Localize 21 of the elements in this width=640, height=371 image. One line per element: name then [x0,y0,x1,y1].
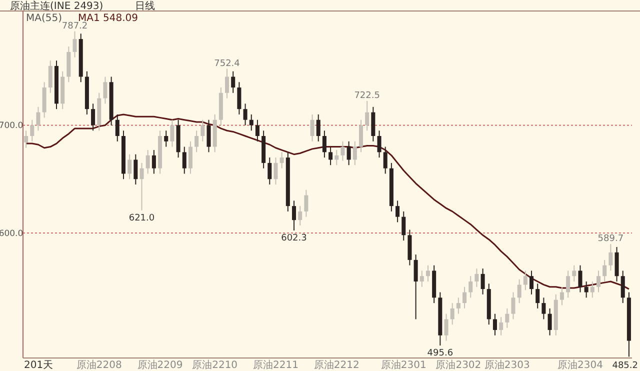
x-tick-label: 原油2209 [137,359,183,371]
x-tick-label: 原油2303 [484,359,530,371]
annotation: 722.5 [354,90,380,101]
annotation: 621.0 [128,213,155,224]
x-tick-label: 原油2210 [192,359,238,371]
annotation: 495.6 [427,348,454,358]
annotation: 787.2 [62,21,88,32]
annotation: 752.4 [214,58,240,69]
x-tick-label: 原油2302 [436,359,482,371]
text: 201天 [24,360,54,371]
x-tick-label: 原油2212 [314,359,360,371]
text: 485.2 [612,361,638,371]
x-tick-label: 原油2304 [558,359,603,371]
chart-subtitle: 日线 [135,0,155,12]
annotation: 589.7 [598,234,624,244]
x-tick-label: 原油2301 [380,359,426,371]
annotation: 602.3 [281,234,307,244]
x-tick-label: 原油2208 [76,359,122,371]
x-tick-label: 原油2211 [253,359,298,371]
chart-title: 原油主连(INE 2493) [10,0,104,12]
legend-title: MA(55) [26,13,62,24]
